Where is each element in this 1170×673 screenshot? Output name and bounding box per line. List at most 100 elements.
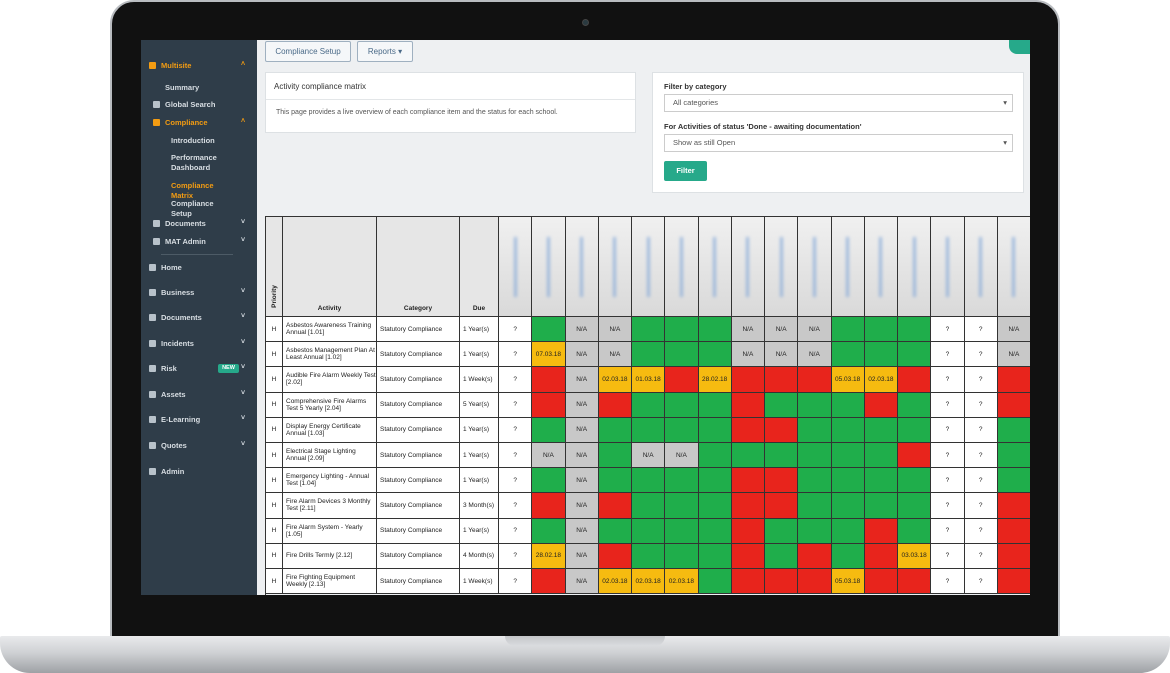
- status-cell[interactable]: [798, 468, 832, 494]
- status-cell[interactable]: ?: [964, 468, 998, 494]
- status-cell[interactable]: [831, 392, 865, 418]
- status-cell[interactable]: [698, 443, 732, 469]
- status-cell[interactable]: [898, 569, 932, 595]
- status-cell[interactable]: [765, 443, 799, 469]
- status-cell[interactable]: [598, 468, 632, 494]
- status-cell[interactable]: ?: [499, 392, 533, 418]
- status-cell[interactable]: [864, 543, 898, 569]
- status-cell[interactable]: [731, 417, 765, 443]
- status-cell[interactable]: [831, 493, 865, 519]
- status-cell[interactable]: 05.03.18: [831, 367, 865, 393]
- status-cell[interactable]: [864, 317, 898, 343]
- status-cell[interactable]: [831, 543, 865, 569]
- status-cell[interactable]: ?: [931, 543, 965, 569]
- status-cell[interactable]: [598, 543, 632, 569]
- status-cell[interactable]: [997, 543, 1030, 569]
- status-cell[interactable]: [665, 392, 699, 418]
- status-cell[interactable]: ?: [499, 342, 533, 368]
- status-cell[interactable]: [632, 493, 666, 519]
- sidebar-item[interactable]: E-Learning: [161, 415, 201, 424]
- status-cell[interactable]: N/A: [598, 342, 632, 368]
- status-cell[interactable]: ?: [931, 569, 965, 595]
- info-badge[interactable]: [1009, 40, 1030, 54]
- status-cell[interactable]: ?: [964, 569, 998, 595]
- status-cell[interactable]: [632, 543, 666, 569]
- status-cell[interactable]: [731, 392, 765, 418]
- status-cell[interactable]: N/A: [565, 342, 599, 368]
- status-cell[interactable]: [665, 342, 699, 368]
- status-cell[interactable]: 03.03.18: [898, 543, 932, 569]
- status-cell[interactable]: [598, 417, 632, 443]
- sidebar-item[interactable]: Introduction: [171, 136, 215, 145]
- status-cell[interactable]: [532, 392, 566, 418]
- toolbar-button[interactable]: Compliance Setup: [265, 41, 351, 62]
- sidebar-item[interactable]: Assets: [161, 390, 186, 399]
- status-cell[interactable]: N/A: [798, 342, 832, 368]
- status-cell[interactable]: [898, 417, 932, 443]
- status-cell[interactable]: [731, 518, 765, 544]
- status-cell[interactable]: N/A: [997, 342, 1030, 368]
- status-cell[interactable]: [731, 493, 765, 519]
- status-cell[interactable]: 02.03.18: [598, 367, 632, 393]
- sidebar-item[interactable]: Quotes: [161, 441, 187, 450]
- status-cell[interactable]: [598, 493, 632, 519]
- status-cell[interactable]: [798, 569, 832, 595]
- status-cell[interactable]: N/A: [598, 317, 632, 343]
- category-select[interactable]: All categories ▾: [664, 94, 1013, 112]
- status-cell[interactable]: [665, 417, 699, 443]
- status-cell[interactable]: 02.03.18: [665, 569, 699, 595]
- status-cell[interactable]: [831, 468, 865, 494]
- sidebar-item[interactable]: Performance Dashboard: [171, 153, 217, 172]
- status-cell[interactable]: [898, 317, 932, 343]
- status-cell[interactable]: 01.03.18: [632, 367, 666, 393]
- status-select[interactable]: Show as still Open ▾: [664, 134, 1013, 152]
- status-cell[interactable]: ?: [931, 317, 965, 343]
- status-cell[interactable]: ?: [499, 518, 533, 544]
- status-cell[interactable]: [731, 543, 765, 569]
- status-cell[interactable]: [898, 443, 932, 469]
- status-cell[interactable]: N/A: [665, 443, 699, 469]
- sidebar-item[interactable]: Multisite: [161, 61, 192, 70]
- sidebar-item[interactable]: Home: [161, 263, 182, 272]
- status-cell[interactable]: [798, 367, 832, 393]
- status-cell[interactable]: 02.03.18: [864, 367, 898, 393]
- status-cell[interactable]: ?: [931, 468, 965, 494]
- status-cell[interactable]: [898, 518, 932, 544]
- status-cell[interactable]: [598, 443, 632, 469]
- status-cell[interactable]: N/A: [731, 317, 765, 343]
- status-cell[interactable]: [765, 417, 799, 443]
- status-cell[interactable]: [632, 392, 666, 418]
- status-cell[interactable]: [997, 493, 1030, 519]
- status-cell[interactable]: ?: [964, 367, 998, 393]
- status-cell[interactable]: [698, 569, 732, 595]
- status-cell[interactable]: ?: [964, 443, 998, 469]
- status-cell[interactable]: [731, 367, 765, 393]
- status-cell[interactable]: [997, 443, 1030, 469]
- status-cell[interactable]: [532, 569, 566, 595]
- status-cell[interactable]: [632, 417, 666, 443]
- status-cell[interactable]: ?: [499, 367, 533, 393]
- status-cell[interactable]: 05.03.18: [831, 569, 865, 595]
- status-cell[interactable]: [731, 468, 765, 494]
- status-cell[interactable]: [898, 493, 932, 519]
- status-cell[interactable]: [798, 518, 832, 544]
- status-cell[interactable]: [798, 493, 832, 519]
- status-cell[interactable]: [698, 317, 732, 343]
- status-cell[interactable]: [864, 493, 898, 519]
- status-cell[interactable]: N/A: [565, 493, 599, 519]
- status-cell[interactable]: ?: [964, 317, 998, 343]
- status-cell[interactable]: N/A: [798, 317, 832, 343]
- status-cell[interactable]: ?: [931, 342, 965, 368]
- status-cell[interactable]: [997, 417, 1030, 443]
- status-cell[interactable]: [898, 392, 932, 418]
- status-cell[interactable]: [864, 569, 898, 595]
- status-cell[interactable]: ?: [499, 569, 533, 595]
- status-cell[interactable]: [864, 468, 898, 494]
- status-cell[interactable]: ?: [964, 493, 998, 519]
- status-cell[interactable]: N/A: [565, 443, 599, 469]
- filter-button[interactable]: Filter: [664, 161, 707, 181]
- sidebar-item[interactable]: MAT Admin: [165, 237, 206, 246]
- status-cell[interactable]: N/A: [565, 543, 599, 569]
- status-cell[interactable]: N/A: [532, 443, 566, 469]
- status-cell[interactable]: [798, 443, 832, 469]
